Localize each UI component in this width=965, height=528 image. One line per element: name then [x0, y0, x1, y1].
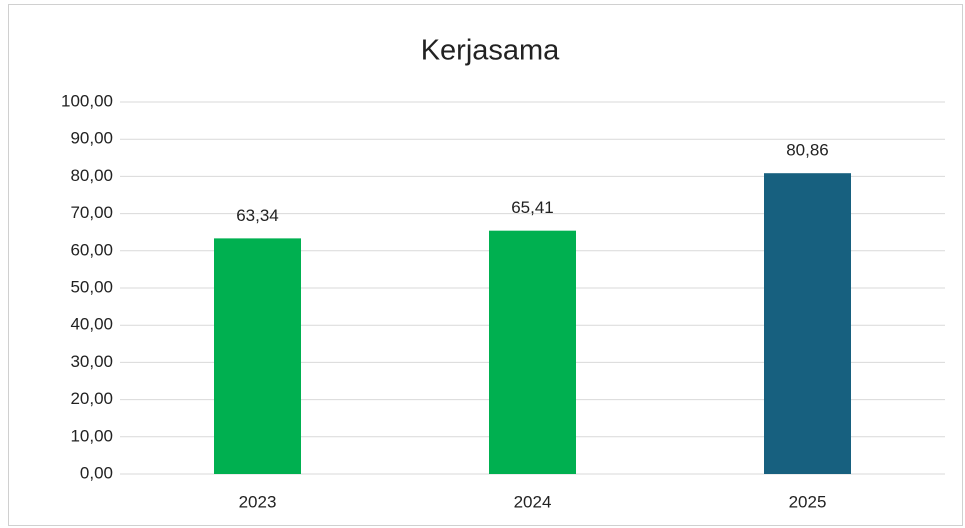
- bar: [489, 230, 576, 474]
- y-tick-label: 20,00: [70, 389, 113, 408]
- y-tick-label: 0,00: [80, 463, 113, 482]
- y-tick-label: 10,00: [70, 426, 113, 445]
- bar: [214, 238, 301, 474]
- y-tick-label: 90,00: [70, 129, 113, 148]
- y-tick-label: 70,00: [70, 203, 113, 222]
- bar: [764, 173, 851, 474]
- y-tick-label: 80,00: [70, 166, 113, 185]
- data-label: 80,86: [786, 141, 829, 160]
- data-label: 63,34: [236, 206, 279, 225]
- y-tick-label: 40,00: [70, 315, 113, 334]
- y-tick-label: 30,00: [70, 352, 113, 371]
- data-label: 65,41: [511, 198, 554, 217]
- x-tick-label: 2023: [239, 492, 277, 511]
- y-tick-label: 100,00: [61, 91, 113, 110]
- chart-title: Kerjasama: [421, 35, 560, 67]
- y-tick-label: 60,00: [70, 240, 113, 259]
- y-tick-label: 50,00: [70, 277, 113, 296]
- x-tick-label: 2025: [789, 492, 827, 511]
- x-tick-label: 2024: [514, 492, 552, 511]
